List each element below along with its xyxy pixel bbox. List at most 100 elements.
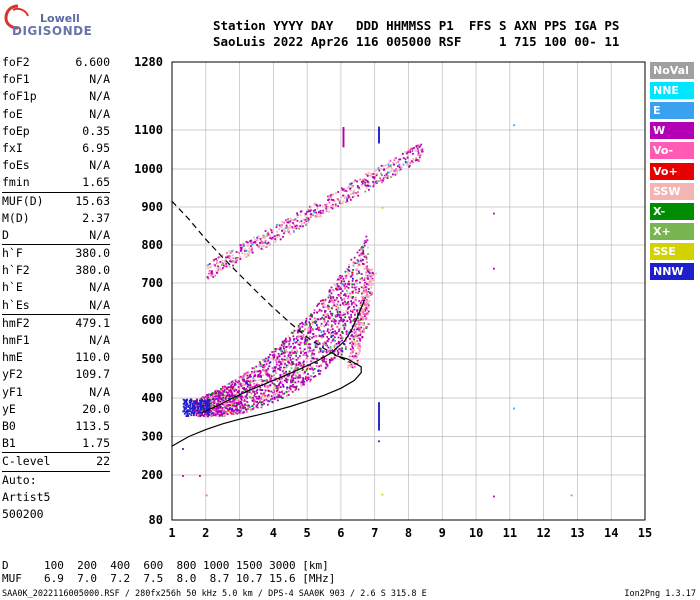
- echo-point: [335, 308, 338, 311]
- echo-point: [337, 351, 340, 354]
- echo-point: [310, 213, 313, 215]
- echo-point: [227, 405, 230, 408]
- echo-point: [222, 264, 225, 267]
- echo-point: [378, 412, 380, 415]
- echo-point: [292, 230, 295, 232]
- echo-point: [381, 174, 383, 177]
- echo-point: [282, 340, 285, 343]
- echo-point: [290, 367, 293, 370]
- echo-point: [315, 216, 317, 219]
- echo-point: [240, 398, 243, 400]
- echo-point: [337, 300, 340, 303]
- echo-point: [279, 391, 281, 394]
- echo-point: [334, 284, 337, 287]
- echo-point: [251, 243, 254, 246]
- echo-point: [243, 380, 246, 383]
- echo-point: [342, 194, 344, 197]
- echo-point: [318, 334, 321, 337]
- echo-point: [366, 184, 369, 187]
- echo-point: [271, 382, 274, 385]
- echo-point: [201, 406, 204, 409]
- echo-point: [346, 303, 349, 306]
- echo-point: [249, 388, 251, 390]
- echo-point: [346, 267, 349, 270]
- echo-point: [367, 246, 369, 249]
- echo-point: [361, 316, 363, 319]
- echo-point: [226, 397, 228, 399]
- echo-point: [377, 168, 380, 170]
- echo-point: [201, 404, 204, 407]
- echo-point: [251, 367, 254, 370]
- echo-point: [323, 332, 326, 335]
- echo-point: [221, 413, 224, 416]
- echo-point: [276, 387, 279, 390]
- echo-point: [330, 297, 332, 300]
- echo-point: [281, 381, 283, 383]
- echo-point: [357, 321, 360, 324]
- echo-point: [222, 390, 224, 392]
- echo-point: [287, 230, 289, 232]
- echo-point: [258, 401, 261, 403]
- echo-point: [283, 339, 286, 342]
- echo-point: [188, 412, 191, 415]
- echo-point: [303, 360, 305, 363]
- echo-point: [207, 267, 209, 269]
- echo-points: [182, 124, 573, 498]
- echo-point: [266, 234, 269, 237]
- param-value: N/A: [89, 333, 110, 347]
- echo-point: [358, 300, 361, 302]
- echo-point: [305, 222, 308, 225]
- echo-point: [361, 312, 364, 315]
- echo-point: [329, 294, 331, 297]
- echo-point: [252, 391, 254, 393]
- echo-point: [268, 244, 271, 247]
- x-tick-label: 5: [304, 526, 311, 540]
- echo-point: [234, 405, 237, 408]
- echo-point: [360, 310, 362, 313]
- echo-point: [362, 251, 364, 253]
- echo-point: [299, 322, 301, 325]
- echo-point: [301, 330, 303, 332]
- echo-point: [393, 159, 396, 162]
- echo-point: [218, 413, 221, 416]
- echo-point: [279, 386, 282, 388]
- echo-point: [267, 231, 269, 234]
- echo-point: [315, 324, 318, 326]
- echo-point: [219, 411, 222, 413]
- echo-point: [226, 401, 228, 404]
- echo-point: [352, 306, 355, 308]
- echo-point: [352, 192, 355, 195]
- echo-point: [232, 410, 235, 413]
- param-row: foF1 N/A: [2, 71, 110, 88]
- echo-point: [247, 376, 250, 379]
- echo-point: [359, 278, 362, 280]
- echo-point: [260, 375, 262, 377]
- echo-point: [265, 380, 267, 382]
- echo-point: [323, 357, 326, 359]
- echo-point: [313, 203, 316, 206]
- echo-point: [195, 412, 198, 415]
- echo-point: [236, 379, 238, 382]
- echo-point: [256, 396, 259, 398]
- echo-point: [354, 334, 357, 337]
- echo-point: [266, 397, 268, 400]
- echo-point: [265, 398, 268, 401]
- echo-point: [309, 329, 312, 332]
- echo-point: [366, 326, 368, 328]
- echo-point: [282, 385, 285, 388]
- echo-point: [185, 401, 188, 404]
- echo-point: [370, 271, 373, 274]
- echo-point: [348, 264, 350, 266]
- echo-point: [357, 317, 359, 320]
- echo-point: [351, 290, 354, 293]
- echo-point: [378, 128, 380, 131]
- echo-point: [358, 254, 361, 257]
- echo-point: [378, 413, 380, 416]
- echo-point: [236, 381, 238, 383]
- echo-point: [312, 357, 315, 360]
- echo-point: [238, 411, 241, 414]
- echo-point: [272, 370, 275, 373]
- echo-point: [225, 262, 228, 265]
- echo-point: [273, 388, 276, 390]
- echo-point: [286, 394, 288, 397]
